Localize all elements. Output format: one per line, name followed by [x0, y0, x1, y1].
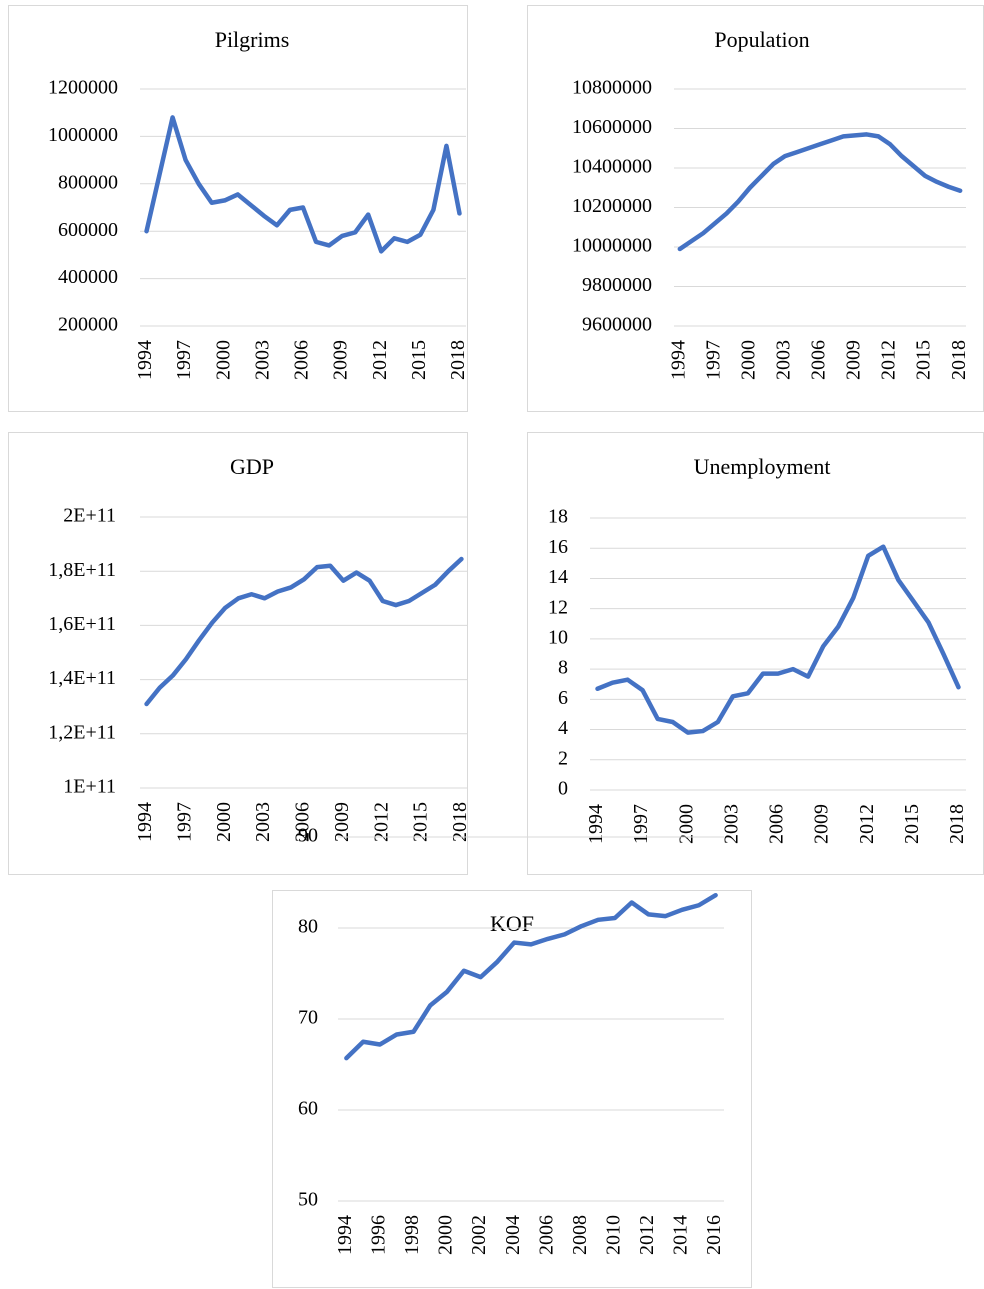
x-tick-label: 2018	[946, 804, 968, 844]
chart-title: Unemployment	[694, 454, 831, 479]
x-tick-label: 2002	[468, 1215, 490, 1255]
y-tick-label: 1,6E+11	[48, 613, 116, 635]
chart-title: KOF	[490, 911, 534, 936]
x-tick-label: 2006	[291, 340, 313, 380]
y-tick-label: 8	[558, 657, 568, 679]
chart-frame	[527, 5, 984, 412]
data-line	[144, 556, 464, 707]
data-line	[595, 544, 961, 735]
y-tick-label: 80	[298, 916, 318, 938]
x-tick-label: 2006	[766, 804, 788, 844]
x-tick-label: 1997	[630, 804, 652, 844]
x-tick-label: 2006	[808, 340, 830, 380]
x-tick-label: 2012	[878, 340, 900, 380]
x-tick-label: 2018	[449, 802, 471, 842]
y-tick-label: 1E+11	[63, 776, 116, 798]
x-tick-label: 2006	[292, 802, 314, 842]
x-tick-label: 2016	[703, 1215, 725, 1255]
chart-frame	[8, 432, 468, 875]
y-tick-label: 1,4E+11	[48, 667, 116, 689]
x-tick-label: 2000	[675, 804, 697, 844]
y-tick-label: 400000	[58, 266, 118, 288]
x-tick-label: 1994	[667, 340, 689, 380]
y-tick-label: 1,8E+11	[48, 559, 116, 581]
x-tick-label: 2003	[252, 802, 274, 842]
y-tick-label: 1200000	[48, 77, 118, 99]
y-tick-label: 18	[548, 506, 568, 528]
y-tick-label: 0	[558, 778, 568, 800]
x-tick-label: 2009	[811, 804, 833, 844]
y-tick-label: 9600000	[582, 314, 652, 336]
x-tick-label: 2003	[720, 804, 742, 844]
x-tick-label: 2015	[408, 340, 430, 380]
y-tick-label: 50	[298, 1189, 318, 1211]
y-tick-label: 200000	[58, 314, 118, 336]
chart-title: GDP	[230, 454, 274, 479]
x-tick-label: 2009	[843, 340, 865, 380]
x-tick-label: 1994	[134, 802, 156, 842]
y-tick-label: 1,2E+11	[48, 721, 116, 743]
y-tick-label: 2	[558, 747, 568, 769]
x-tick-label: 2003	[251, 340, 273, 380]
x-tick-label: 2015	[913, 340, 935, 380]
x-tick-label: 2015	[901, 804, 923, 844]
y-tick-label: 10	[548, 626, 568, 648]
data-line	[344, 892, 718, 1061]
x-tick-label: 2015	[410, 802, 432, 842]
y-tick-label: 12	[548, 596, 568, 618]
x-tick-label: 2012	[370, 802, 392, 842]
x-tick-label: 2000	[213, 802, 235, 842]
y-tick-label: 10600000	[572, 116, 652, 138]
x-tick-label: 1997	[702, 340, 724, 380]
x-tick-label: 1996	[368, 1215, 390, 1255]
y-tick-label: 10800000	[572, 77, 652, 99]
x-tick-label: 1997	[173, 340, 195, 380]
x-tick-label: 2012	[636, 1215, 658, 1255]
y-tick-label: 4	[558, 717, 568, 739]
x-tick-label: 1998	[401, 1215, 423, 1255]
y-tick-label: 800000	[58, 171, 118, 193]
x-tick-label: 2010	[603, 1215, 625, 1255]
y-tick-label: 10400000	[572, 156, 652, 178]
y-tick-label: 70	[298, 1007, 318, 1029]
data-line	[677, 132, 963, 252]
y-tick-label: 9800000	[582, 274, 652, 296]
x-tick-label: 2012	[856, 804, 878, 844]
chart-frame	[272, 890, 752, 1288]
x-tick-label: 2014	[670, 1215, 692, 1255]
x-tick-label: 2018	[948, 340, 970, 380]
x-tick-label: 2000	[435, 1215, 457, 1255]
x-tick-label: 2012	[369, 340, 391, 380]
x-tick-label: 2004	[502, 1215, 524, 1255]
x-tick-label: 1994	[334, 1215, 356, 1255]
x-tick-label: 2000	[738, 340, 760, 380]
chart-frame	[527, 432, 984, 875]
y-tick-label: 10000000	[572, 235, 652, 257]
x-tick-label: 1994	[585, 804, 607, 844]
chart-frame	[8, 5, 468, 412]
x-tick-label: 2006	[535, 1215, 557, 1255]
x-tick-label: 2003	[773, 340, 795, 380]
y-tick-label: 60	[298, 1098, 318, 1120]
y-tick-label: 10200000	[572, 195, 652, 217]
chart-title: Population	[714, 27, 809, 52]
y-tick-label: 6	[558, 687, 568, 709]
x-tick-label: 1994	[134, 340, 156, 380]
x-tick-label: 2009	[330, 340, 352, 380]
y-tick-label: 90	[298, 825, 318, 847]
chart-title: Pilgrims	[215, 27, 290, 52]
x-tick-label: 2000	[212, 340, 234, 380]
y-tick-label: 2E+11	[63, 505, 116, 527]
y-tick-label: 16	[548, 536, 568, 558]
y-tick-label: 1000000	[48, 124, 118, 146]
x-tick-label: 2009	[331, 802, 353, 842]
x-tick-label: 2008	[569, 1215, 591, 1255]
y-tick-label: 14	[548, 566, 568, 588]
x-tick-label: 1997	[174, 802, 196, 842]
data-line	[144, 115, 462, 254]
y-tick-label: 600000	[58, 219, 118, 241]
x-tick-label: 2018	[447, 340, 469, 380]
